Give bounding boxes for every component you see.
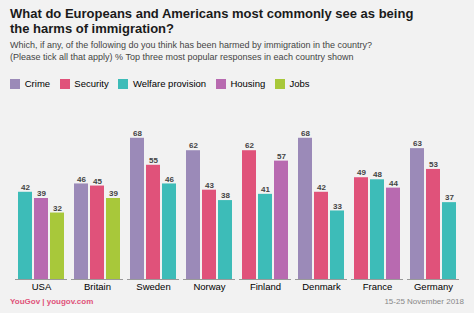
svg-text:42: 42 — [21, 183, 30, 192]
svg-text:68: 68 — [133, 129, 142, 138]
svg-text:49: 49 — [357, 168, 366, 177]
svg-text:44: 44 — [389, 178, 398, 187]
html-text:Which, if any, of the followin: Which, if any, of the following do you t… — [10, 40, 372, 62]
svg-text:32: 32 — [53, 203, 62, 212]
html-text:Housing: Housing — [230, 78, 266, 89]
svg-text:38: 38 — [221, 191, 230, 200]
svg-text:63: 63 — [413, 139, 422, 148]
svg-text:39: 39 — [109, 189, 118, 198]
svg-text:62: 62 — [245, 141, 254, 150]
svg-text:68: 68 — [301, 129, 310, 138]
html-text:Welfare provision: Welfare provision — [132, 78, 207, 89]
svg-text:Germany: Germany — [414, 281, 453, 292]
svg-text:57: 57 — [277, 151, 286, 160]
svg-text:Britain: Britain — [84, 281, 111, 292]
svg-text:USA: USA — [32, 281, 52, 292]
svg-text:33: 33 — [333, 201, 342, 210]
svg-text:62: 62 — [189, 141, 198, 150]
svg-text:39: 39 — [37, 189, 46, 198]
html-text:YouGov | yougov.com: YouGov | yougov.com — [10, 296, 94, 306]
svg-text:Denmark: Denmark — [302, 281, 341, 292]
html-text:15-25 November 2018: 15-25 November 2018 — [384, 296, 464, 306]
svg-text:43: 43 — [205, 181, 214, 190]
svg-text:Sweden: Sweden — [136, 281, 170, 292]
svg-text:53: 53 — [429, 160, 438, 169]
svg-text:45: 45 — [93, 176, 102, 185]
svg-text:46: 46 — [165, 174, 174, 183]
svg-text:41: 41 — [261, 185, 270, 194]
svg-text:42: 42 — [317, 183, 326, 192]
svg-text:Finland: Finland — [250, 281, 281, 292]
svg-text:55: 55 — [149, 156, 158, 165]
svg-text:France: France — [363, 281, 393, 292]
html-text:Jobs: Jobs — [289, 78, 310, 89]
html-text:Security: Security — [74, 78, 109, 89]
html-text:Crime: Crime — [24, 78, 51, 89]
html-text:What do Europeans and American: What do Europeans and Americans most com… — [10, 6, 414, 36]
svg-text:37: 37 — [445, 193, 454, 202]
svg-text:46: 46 — [77, 174, 86, 183]
svg-text:Norway: Norway — [193, 281, 225, 292]
svg-text:48: 48 — [373, 170, 382, 179]
